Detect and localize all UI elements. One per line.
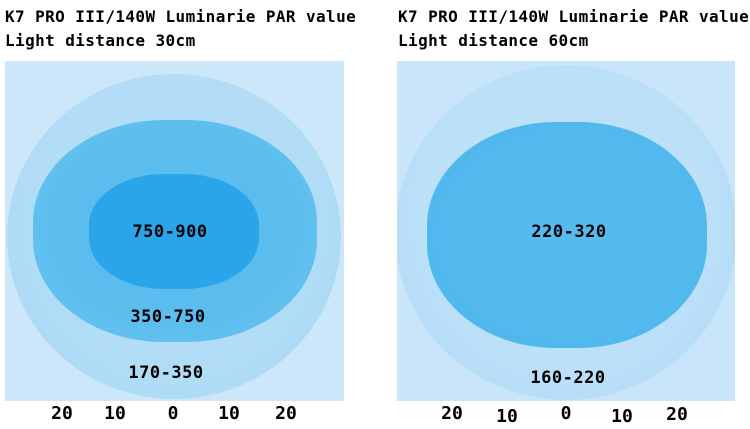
- x-axis-tick: 0: [560, 403, 572, 424]
- zone-label-750-900: 750-900: [132, 222, 208, 242]
- zone-label-160-220: 160-220: [530, 368, 606, 388]
- contour-plot-30cm: 750-900 350-750 170-350: [5, 61, 344, 401]
- x-axis-tick: 10: [104, 403, 126, 424]
- contour-plot-60cm: 220-320 160-220: [397, 61, 735, 401]
- zone-label-220-320: 220-320: [531, 222, 607, 242]
- panel-title-line2: Light distance 60cm: [398, 31, 589, 50]
- zone-ellipse-220-320: [427, 122, 707, 348]
- zone-label-170-350: 170-350: [128, 363, 204, 383]
- x-axis-tick: 20: [51, 403, 73, 424]
- panel-title-60cm: K7 PRO III/140W Luminarie PAR value Ligh…: [398, 5, 749, 53]
- zone-label-350-750: 350-750: [130, 307, 206, 327]
- x-axis-tick: 20: [275, 403, 297, 424]
- zone-ellipse-750-900: [89, 174, 259, 289]
- x-axis-tick: 0: [167, 403, 179, 424]
- x-axis-tick: 10: [496, 406, 518, 427]
- panel-title-line2: Light distance 30cm: [5, 31, 196, 50]
- x-axis-tick: 10: [611, 406, 633, 427]
- panel-title-line1: K7 PRO III/140W Luminarie PAR value: [5, 7, 357, 26]
- panel-title-line1: K7 PRO III/140W Luminarie PAR value: [398, 7, 750, 26]
- x-axis-tick: 20: [441, 403, 463, 424]
- x-axis-tick: 10: [218, 403, 240, 424]
- panel-title-30cm: K7 PRO III/140W Luminarie PAR value Ligh…: [5, 5, 356, 53]
- x-axis-tick: 20: [666, 404, 688, 425]
